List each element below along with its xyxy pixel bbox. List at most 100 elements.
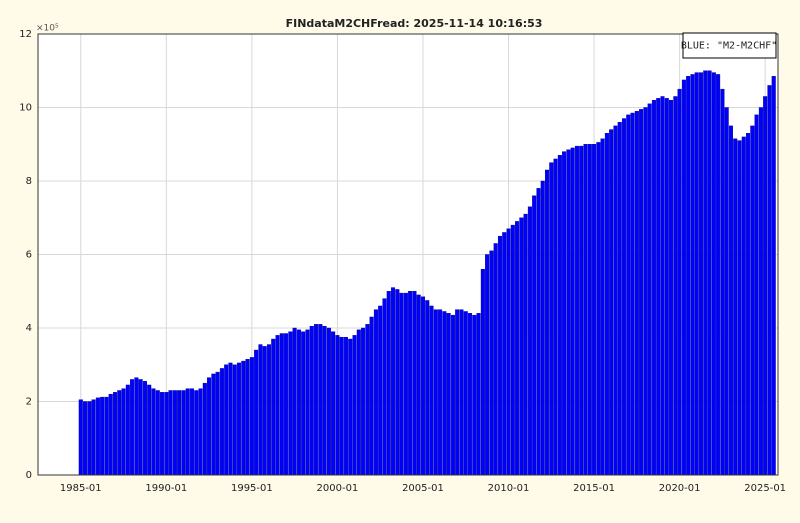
bar — [519, 217, 524, 476]
bar — [690, 74, 695, 476]
bar — [728, 125, 733, 476]
bar — [224, 364, 229, 476]
bar — [476, 313, 481, 476]
bar — [189, 388, 195, 476]
x-tick-label: 2025-01 — [744, 483, 786, 494]
bar — [177, 390, 182, 476]
bar — [707, 70, 712, 476]
bar — [245, 359, 250, 476]
x-tick-label: 1995-01 — [231, 483, 273, 494]
legend-label: BLUE: "M2-M2CHF" — [681, 41, 777, 52]
bar — [399, 292, 404, 476]
bar — [493, 243, 498, 476]
bars — [78, 70, 776, 476]
bar — [309, 325, 314, 476]
y-tick-label: 8 — [26, 176, 32, 187]
bar — [373, 309, 378, 476]
bar — [284, 333, 289, 476]
bar — [613, 125, 618, 476]
bar — [258, 344, 263, 476]
bar — [262, 346, 267, 476]
bar — [651, 99, 656, 476]
bar — [455, 309, 460, 476]
bar — [515, 221, 520, 476]
x-tick-label: 2000-01 — [317, 483, 359, 494]
bar — [241, 360, 246, 476]
legend — [682, 32, 777, 59]
bar — [703, 70, 708, 476]
bar — [112, 392, 118, 476]
bar — [433, 309, 438, 476]
bar — [356, 329, 361, 476]
bar — [634, 110, 639, 476]
bar — [681, 79, 686, 476]
bar — [596, 142, 601, 476]
bar — [271, 338, 276, 476]
bar — [523, 213, 528, 476]
bar — [553, 158, 558, 476]
bar — [365, 324, 370, 476]
bar — [202, 382, 207, 476]
bar — [711, 72, 716, 476]
y-exponent: ×10⁵ — [36, 24, 59, 34]
bar — [228, 362, 233, 476]
bar — [459, 309, 464, 476]
bar — [391, 287, 396, 476]
bar — [168, 390, 173, 476]
bar — [361, 327, 366, 476]
bar — [720, 88, 725, 476]
bar — [314, 324, 319, 476]
bar — [639, 109, 644, 476]
bar — [468, 313, 473, 476]
y-tick-label: 0 — [26, 470, 32, 481]
bar — [95, 397, 100, 476]
y-tick-label: 4 — [26, 323, 32, 334]
bar — [237, 362, 242, 476]
bar — [446, 313, 451, 476]
bar — [198, 388, 203, 476]
bar — [527, 206, 532, 476]
y-tick-label: 6 — [26, 250, 32, 261]
bar — [408, 291, 413, 476]
bar — [562, 151, 567, 476]
bar — [100, 396, 105, 476]
bar — [164, 392, 169, 476]
bar — [138, 379, 143, 476]
bar — [155, 390, 160, 476]
bar — [91, 399, 96, 476]
bar — [643, 107, 648, 476]
bar — [87, 401, 92, 476]
bar — [207, 377, 212, 476]
bar — [296, 329, 301, 476]
bar — [185, 388, 190, 476]
chart-title: FINdataM2CHFread: 2025-11-14 10:16:53 — [286, 17, 543, 30]
bar — [758, 107, 763, 476]
bar — [677, 88, 682, 476]
bar — [215, 371, 220, 476]
bar — [211, 373, 216, 476]
bar — [339, 336, 344, 476]
bar — [669, 99, 674, 476]
bar — [378, 305, 383, 476]
bar — [737, 140, 742, 476]
bar — [348, 338, 353, 476]
bar — [279, 333, 284, 476]
bar — [438, 309, 443, 476]
bar — [630, 112, 635, 476]
bar — [134, 377, 139, 476]
bar — [686, 76, 691, 476]
bar — [724, 107, 729, 476]
bar — [600, 138, 605, 476]
bar — [549, 162, 554, 476]
bar — [403, 292, 408, 476]
bar — [626, 114, 631, 476]
bar — [288, 331, 293, 476]
bar — [326, 327, 331, 476]
bar — [656, 98, 661, 476]
bar — [125, 384, 130, 476]
bar — [609, 129, 614, 476]
bar — [442, 311, 447, 476]
y-tick-label: 12 — [19, 29, 32, 40]
bar — [536, 188, 541, 476]
